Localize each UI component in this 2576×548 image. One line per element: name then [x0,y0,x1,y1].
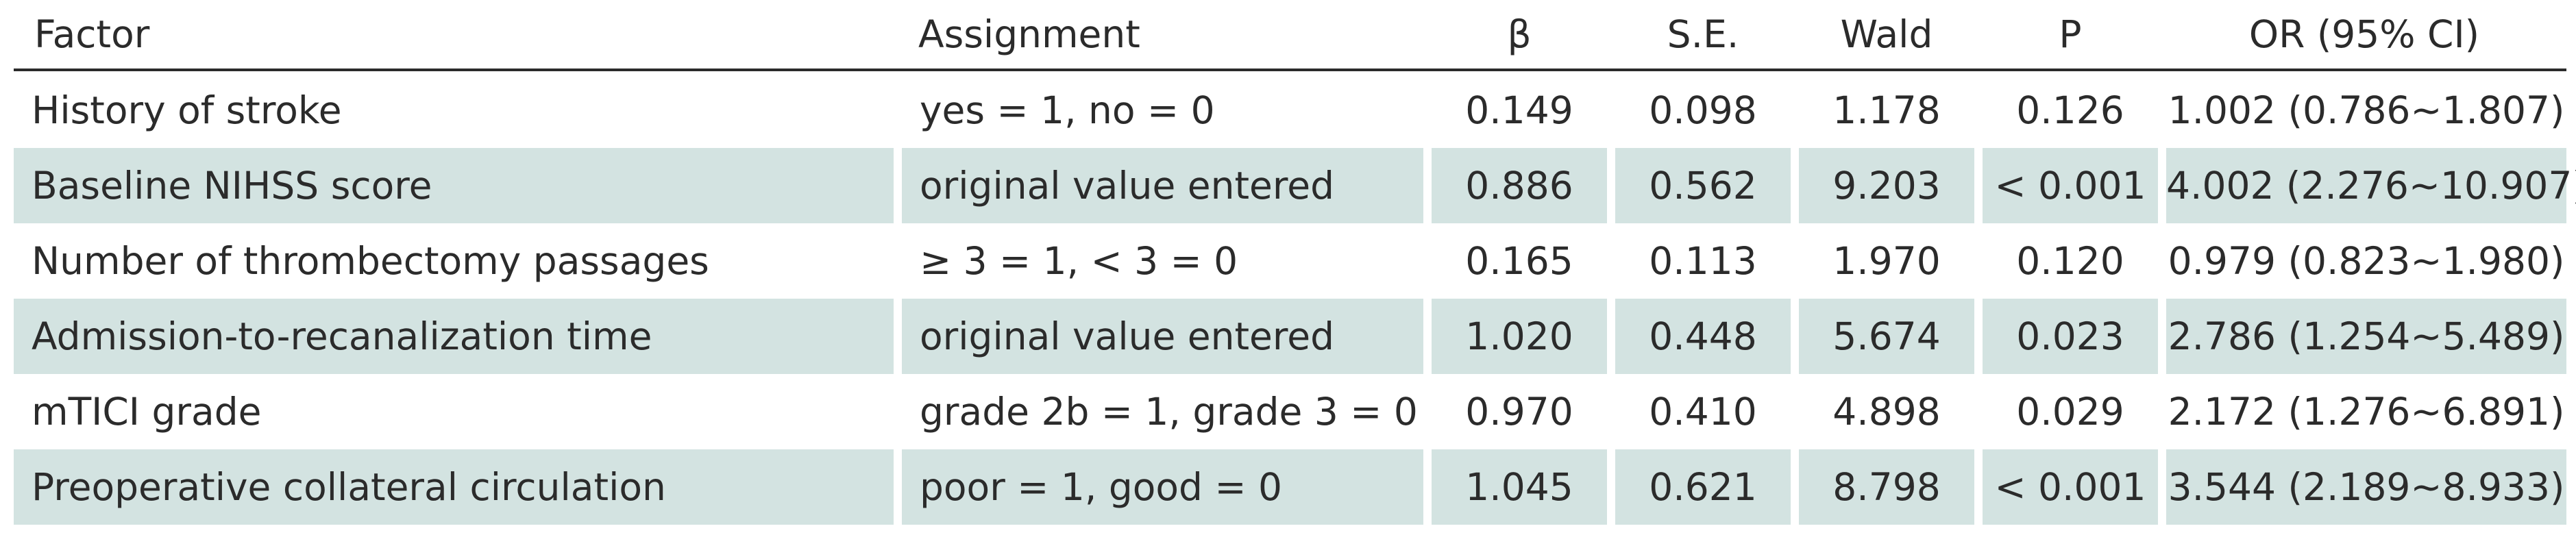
cell-se: 0.113 [1611,223,1795,299]
cell-p: 0.120 [1978,223,2162,299]
cell-or-ci: 3.544 (2.189~8.933) [2162,449,2566,525]
cell-p: 0.023 [1978,299,2162,374]
cell-beta: 0.886 [1427,148,1611,223]
table-row: mTICI grade grade 2b = 1, grade 3 = 0 0.… [14,374,2566,449]
cell-factor: Baseline NIHSS score [14,148,898,223]
cell-assignment: original value entered [898,148,1427,223]
cell-p: 0.029 [1978,374,2162,449]
cell-p: < 0.001 [1978,148,2162,223]
cell-or-ci: 1.002 (0.786~1.807) [2162,71,2566,148]
cell-beta: 1.045 [1427,449,1611,525]
cell-wald: 9.203 [1795,148,1978,223]
cell-factor: mTICI grade [14,374,898,449]
header-row: Factor Assignment β S.E. Wald P OR (95% … [14,0,2566,71]
header-or-ci: OR (95% CI) [2162,0,2566,71]
cell-assignment: grade 2b = 1, grade 3 = 0 [898,374,1427,449]
cell-factor: Number of thrombectomy passages [14,223,898,299]
regression-table: Factor Assignment β S.E. Wald P OR (95% … [14,0,2576,525]
cell-beta: 0.970 [1427,374,1611,449]
table-row: Number of thrombectomy passages ≥ 3 = 1,… [14,223,2566,299]
cell-assignment: poor = 1, good = 0 [898,449,1427,525]
cell-assignment: yes = 1, no = 0 [898,71,1427,148]
table-row: Baseline NIHSS score original value ente… [14,148,2576,223]
cell-se: 0.562 [1611,148,1795,223]
header-factor: Factor [14,0,898,71]
cell-factor: Preoperative collateral circulation [14,449,898,525]
cell-beta: 0.165 [1427,223,1611,299]
header-p: P [1978,0,2162,71]
cell-se: 0.448 [1611,299,1795,374]
cell-se: 0.621 [1611,449,1795,525]
cell-or-ci: 0.979 (0.823~1.980) [2162,223,2566,299]
cell-or-ci: 2.786 (1.254~5.489) [2162,299,2566,374]
table-header: Factor Assignment β S.E. Wald P OR (95% … [14,0,2566,71]
cell-se: 0.098 [1611,71,1795,148]
table-row: Admission-to-recanalization time origina… [14,299,2566,374]
table-body: History of stroke yes = 1, no = 0 0.149 … [14,71,2576,525]
cell-factor: Admission-to-recanalization time [14,299,898,374]
cell-assignment: ≥ 3 = 1, < 3 = 0 [898,223,1427,299]
cell-wald: 1.178 [1795,71,1978,148]
header-se: S.E. [1611,0,1795,71]
cell-p: 0.126 [1978,71,2162,148]
cell-se: 0.410 [1611,374,1795,449]
cell-wald: 8.798 [1795,449,1978,525]
cell-wald: 4.898 [1795,374,1978,449]
cell-beta: 1.020 [1427,299,1611,374]
cell-beta: 0.149 [1427,71,1611,148]
cell-or-ci: 4.002 (2.276~10.907) [2162,148,2576,223]
regression-table-container: Factor Assignment β S.E. Wald P OR (95% … [14,0,2576,525]
header-beta: β [1427,0,1611,71]
header-wald: Wald [1795,0,1978,71]
cell-factor: History of stroke [14,71,898,148]
cell-assignment: original value entered [898,299,1427,374]
table-row: History of stroke yes = 1, no = 0 0.149 … [14,71,2566,148]
table-row: Preoperative collateral circulation poor… [14,449,2566,525]
cell-wald: 5.674 [1795,299,1978,374]
cell-wald: 1.970 [1795,223,1978,299]
cell-or-ci: 2.172 (1.276~6.891) [2162,374,2566,449]
cell-p: < 0.001 [1978,449,2162,525]
header-assignment: Assignment [898,0,1427,71]
